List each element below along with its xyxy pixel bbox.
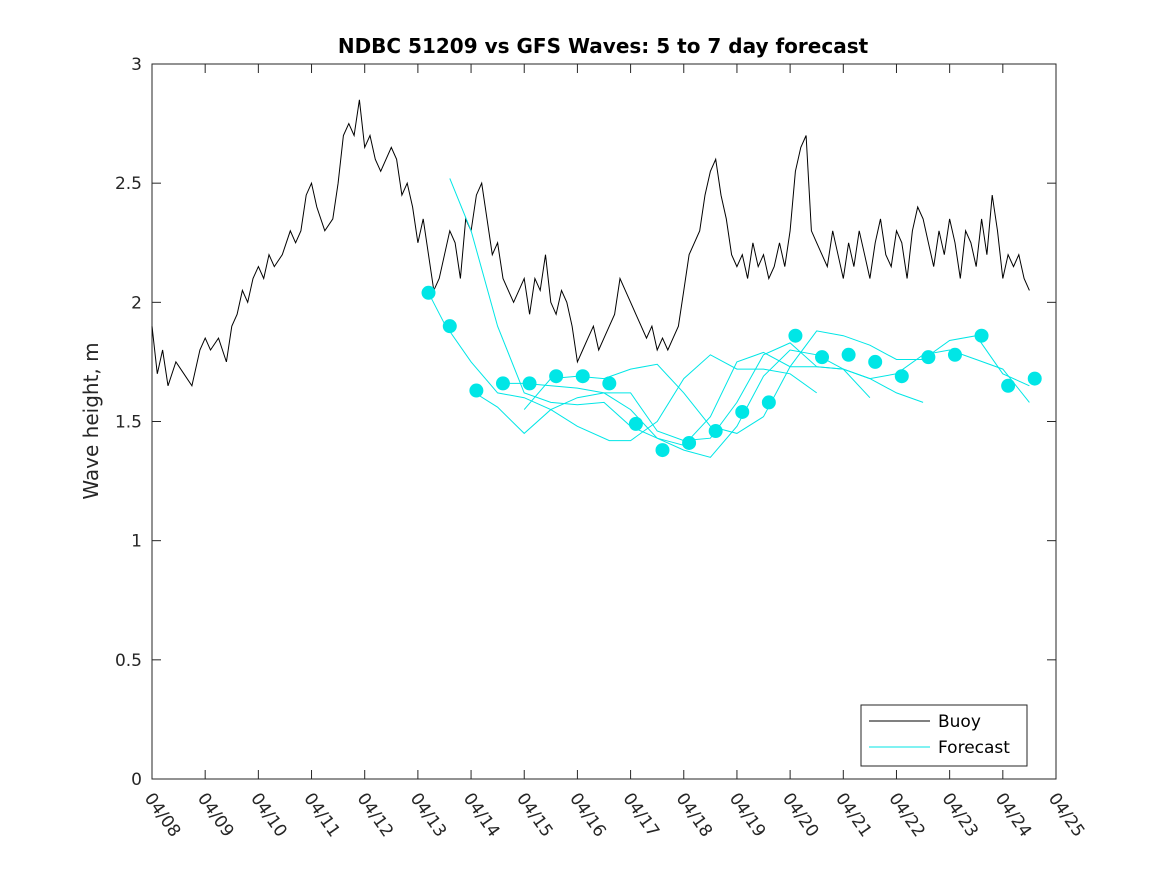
forecast-point	[815, 350, 830, 365]
legend-label-forecast: Forecast	[938, 738, 1010, 758]
forecast-point	[974, 328, 989, 343]
y-tick-labels: 0 0.5 1 1.5 2 2.5 3	[115, 55, 142, 790]
forecast-point	[522, 376, 537, 391]
forecast-point	[894, 369, 909, 384]
forecast-point	[708, 424, 723, 439]
marker-layer	[421, 285, 1042, 458]
forecast-point	[1027, 371, 1042, 386]
forecast-point	[921, 350, 936, 365]
axis-ticks	[151, 63, 1057, 780]
forecast-point	[421, 285, 436, 300]
y-tick-label: 0.5	[115, 651, 142, 671]
forecast-point	[442, 319, 457, 334]
legend-box	[860, 704, 1028, 767]
y-tick-label: 2.5	[115, 174, 142, 194]
y-tick-label: 1.5	[115, 413, 142, 433]
forecast-point	[655, 443, 670, 458]
forecast-point	[735, 404, 750, 419]
y-tick-label: 2	[131, 293, 142, 313]
series-line-buoy	[151, 99, 1030, 388]
y-axis-label: Wave height, m	[79, 342, 103, 499]
y-tick-label: 0	[131, 770, 142, 790]
forecast-point	[1001, 378, 1016, 393]
forecast-point	[947, 347, 962, 362]
chart-title: NDBC 51209 vs GFS Waves: 5 to 7 day fore…	[338, 34, 869, 58]
forecast-point	[575, 369, 590, 384]
axes-box	[151, 63, 1057, 780]
forecast-point	[549, 369, 564, 384]
series-line-forecast-run-1	[428, 292, 817, 442]
forecast-point	[682, 435, 697, 450]
forecast-point	[788, 328, 803, 343]
y-tick-label: 1	[131, 532, 142, 552]
legend-label-buoy: Buoy	[938, 712, 981, 732]
series-line-forecast-run-4	[497, 349, 1030, 458]
forecast-point	[868, 354, 883, 369]
forecast-point	[602, 376, 617, 391]
y-tick-label: 3	[131, 55, 142, 75]
forecast-point	[761, 395, 776, 410]
forecast-point	[469, 383, 484, 398]
forecast-point	[495, 376, 510, 391]
plot-area	[151, 63, 1057, 780]
forecast-point	[628, 416, 643, 431]
legend: Buoy Forecast	[860, 704, 1028, 767]
forecast-point	[841, 347, 856, 362]
